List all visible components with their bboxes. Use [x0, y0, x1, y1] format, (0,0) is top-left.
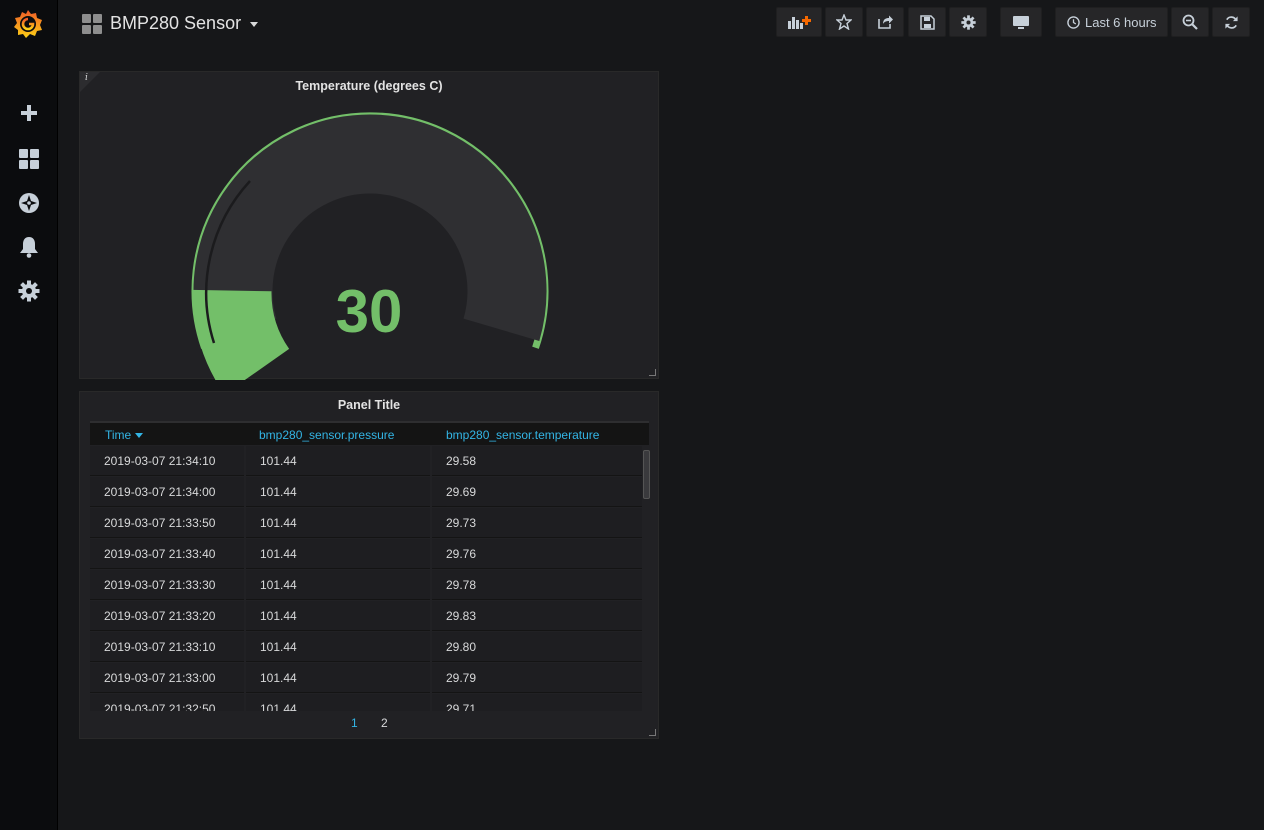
gauge-panel-title[interactable]: Temperature (degrees C): [295, 79, 443, 93]
pressure-cell: 101.44: [246, 632, 430, 662]
time-picker-button[interactable]: Last 6 hours: [1055, 7, 1168, 37]
gauge-separator: [204, 180, 251, 344]
column-header-pressure[interactable]: bmp280_sensor.pressure: [259, 428, 395, 442]
table-row: 2019-03-07 21:34:00 101.44 29.69: [90, 477, 642, 507]
pressure-cell: 101.44: [246, 694, 430, 711]
gauge-panel: i Temperature (degrees C) 30: [79, 71, 659, 380]
resize-handle[interactable]: [649, 369, 656, 376]
resize-handle[interactable]: [649, 729, 656, 736]
page-1-link[interactable]: 1: [351, 716, 358, 730]
panel-info-corner[interactable]: [80, 72, 100, 92]
table-row: 2019-03-07 21:33:50 101.44 29.73: [90, 508, 642, 538]
chevron-down-icon: [250, 22, 259, 27]
temperature-cell: 29.83: [432, 601, 642, 631]
sort-desc-icon: [135, 433, 144, 439]
temperature-cell: 29.80: [432, 632, 642, 662]
gauge-track: [193, 114, 547, 341]
pressure-cell: 101.44: [246, 539, 430, 569]
star-icon: [836, 14, 852, 30]
table-body: 2019-03-07 21:34:10 101.44 29.58 2019-03-07…: [90, 446, 642, 711]
time-cell: 2019-03-07 21:34:00: [90, 477, 244, 507]
gauge-value-arc: [192, 289, 290, 380]
dashboard-area: BMP280 Sensor: [58, 0, 1264, 830]
table-row: 2019-03-07 21:33:20 101.44 29.83: [90, 601, 642, 631]
zoom-out-icon: [1182, 14, 1198, 30]
temperature-cell: 29.78: [432, 570, 642, 600]
pressure-cell: 101.44: [246, 477, 430, 507]
refresh-icon: [1224, 15, 1238, 29]
time-cell: 2019-03-07 21:33:10: [90, 632, 244, 662]
temperature-cell: 29.69: [432, 477, 642, 507]
zoom-out-button[interactable]: [1171, 7, 1209, 37]
time-cell: 2019-03-07 21:33:20: [90, 601, 244, 631]
refresh-button[interactable]: [1212, 7, 1250, 37]
time-cell: 2019-03-07 21:33:40: [90, 539, 244, 569]
dashboard-title: BMP280 Sensor: [110, 12, 242, 33]
temperature-cell: 29.79: [432, 663, 642, 693]
temperature-cell: 29.76: [432, 539, 642, 569]
star-button[interactable]: [825, 7, 863, 37]
table-row: 2019-03-07 21:32:50 101.44 29.71: [90, 694, 642, 711]
pressure-cell: 101.44: [246, 508, 430, 538]
time-cell: 2019-03-07 21:33:00: [90, 663, 244, 693]
time-cell: 2019-03-07 21:32:50: [90, 694, 244, 711]
temperature-gauge: 30: [191, 112, 549, 380]
table-row: 2019-03-07 21:33:00 101.44 29.79: [90, 663, 642, 693]
pressure-cell: 101.44: [246, 663, 430, 693]
table-row: 2019-03-07 21:33:30 101.44 29.78: [90, 570, 642, 600]
share-button[interactable]: [866, 7, 904, 37]
sidebar: [0, 0, 58, 830]
clock-icon: [1067, 15, 1080, 29]
gear-icon[interactable]: [14, 276, 44, 306]
table-header: Time bmp280_sensor.pressure bmp280_senso…: [90, 421, 649, 445]
table-row: 2019-03-07 21:33:40 101.44 29.76: [90, 539, 642, 569]
temperature-cell: 29.71: [432, 694, 642, 711]
save-button[interactable]: [908, 7, 946, 37]
temperature-cell: 29.73: [432, 508, 642, 538]
pressure-cell: 101.44: [246, 446, 430, 476]
settings-button[interactable]: [949, 7, 987, 37]
bell-icon[interactable]: [14, 232, 44, 262]
table-panel: Panel Title Time bmp280_sensor.pressure …: [79, 391, 659, 739]
table-row: 2019-03-07 21:34:10 101.44 29.58: [90, 446, 642, 476]
dashboard-grid-icon: [82, 13, 102, 34]
info-icon: i: [85, 73, 88, 83]
add-panel-icon: [788, 16, 811, 29]
temperature-cell: 29.58: [432, 446, 642, 476]
time-cell: 2019-03-07 21:33:50: [90, 508, 244, 538]
column-header-temperature[interactable]: bmp280_sensor.temperature: [446, 428, 600, 442]
dashboard-navbar: BMP280 Sensor: [58, 0, 1264, 50]
grafana-logo[interactable]: [11, 7, 45, 41]
share-icon: [877, 15, 893, 29]
dashboards-icon[interactable]: [14, 144, 44, 174]
add-panel-button[interactable]: [776, 7, 822, 37]
time-cell: 2019-03-07 21:33:30: [90, 570, 244, 600]
tv-mode-icon: [1013, 15, 1029, 29]
pressure-cell: 101.44: [246, 601, 430, 631]
dashboard-picker[interactable]: BMP280 Sensor: [82, 10, 259, 36]
gear-icon: [960, 14, 976, 30]
pressure-cell: 101.44: [246, 570, 430, 600]
gauge-value-text: 30: [336, 278, 403, 345]
column-header-time[interactable]: Time: [105, 428, 144, 442]
page-2-link[interactable]: 2: [381, 716, 388, 730]
table-row: 2019-03-07 21:33:10 101.44 29.80: [90, 632, 642, 662]
create-plus-icon[interactable]: [14, 98, 44, 128]
compass-icon[interactable]: [14, 188, 44, 218]
time-range-label: Last 6 hours: [1085, 14, 1157, 30]
table-panel-title[interactable]: Panel Title: [337, 398, 401, 412]
tv-mode-button[interactable]: [1000, 7, 1042, 37]
time-cell: 2019-03-07 21:34:10: [90, 446, 244, 476]
table-scrollbar[interactable]: [643, 450, 650, 499]
save-icon: [919, 14, 935, 30]
